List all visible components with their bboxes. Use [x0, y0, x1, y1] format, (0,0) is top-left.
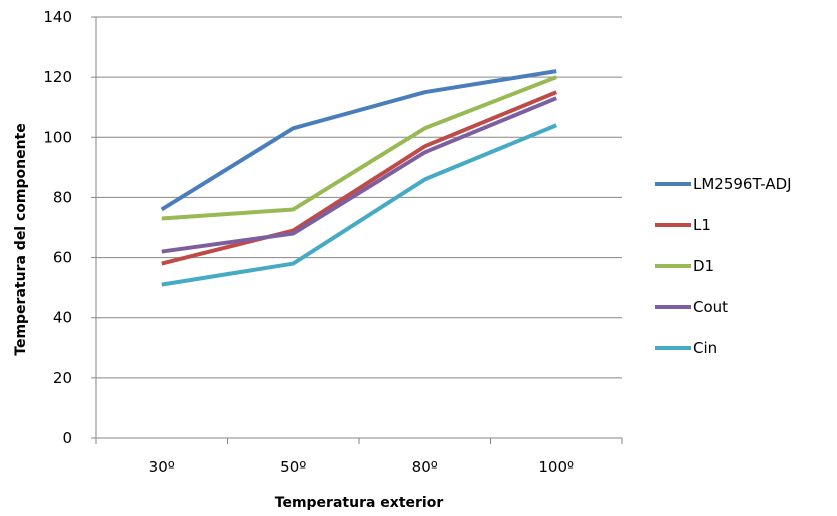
y-tick-label: 100: [43, 128, 72, 146]
y-axis-title: Temperatura del componente: [13, 123, 29, 355]
y-tick-label: 40: [53, 309, 72, 327]
legend-item: Cin: [655, 339, 717, 357]
legend-label: LM2596T-ADJ: [693, 175, 792, 193]
series-line-cout: [161, 96, 558, 254]
series-line-l1: [161, 90, 558, 266]
y-tick-label: 120: [43, 68, 72, 86]
y-axis-ticks: 0 20 40 60 80 100 120 140: [43, 8, 96, 447]
y-tick-label: 0: [62, 429, 72, 447]
y-tick-label: 80: [53, 188, 72, 206]
gridlines: [96, 16, 622, 379]
legend-item: LM2596T-ADJ: [655, 175, 792, 193]
legend-label: D1: [693, 257, 714, 275]
x-tick-label: 100º: [538, 458, 574, 476]
x-tick-label: 30º: [149, 458, 175, 476]
series-lines: [160, 69, 558, 287]
x-axis-title: Temperatura exterior: [275, 495, 444, 511]
y-tick-label: 60: [53, 249, 72, 267]
x-tick-label: 50º: [280, 458, 306, 476]
x-tick-label: 80º: [412, 458, 438, 476]
series-line-d1: [161, 75, 557, 221]
series-line-cin: [161, 123, 558, 287]
legend-label: L1: [693, 216, 711, 234]
legend-item: D1: [655, 257, 714, 275]
legend-item: L1: [655, 216, 711, 234]
legend-label: Cin: [693, 339, 717, 357]
legend-label: Cout: [693, 298, 728, 316]
y-tick-label: 140: [43, 8, 72, 26]
series-line-lm2596t-adj: [160, 69, 557, 212]
x-axis-ticks: 30º 50º 80º 100º: [95, 438, 623, 476]
y-tick-label: 20: [53, 369, 72, 387]
legend-item: Cout: [655, 298, 728, 316]
legend: LM2596T-ADJ L1 D1 Cout Cin: [655, 175, 792, 357]
